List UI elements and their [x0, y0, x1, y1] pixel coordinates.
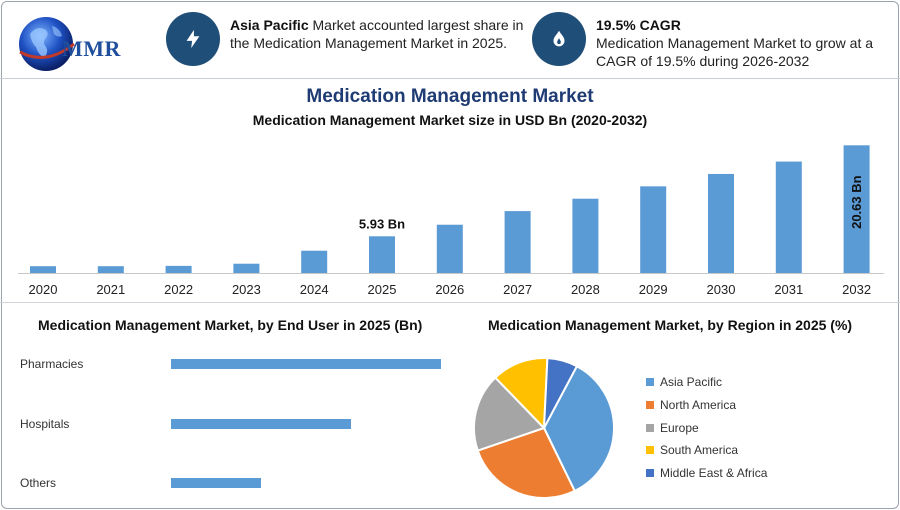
- hbar-pharmacies: [171, 359, 441, 369]
- bar-2031: [775, 161, 802, 273]
- x-tick-label: 2030: [707, 282, 736, 297]
- x-tick-label: 2029: [639, 282, 668, 297]
- logo-text: MMR: [62, 36, 121, 61]
- pie-slice-4: [543, 357, 579, 429]
- flame-drop-icon: [553, 30, 565, 47]
- bar-2027: [504, 211, 531, 273]
- hbar-hospitals: [171, 419, 351, 429]
- highlight-1-badge: [166, 12, 220, 66]
- bar-2021: [97, 266, 124, 273]
- legend-item: Middle East & Africa: [646, 462, 767, 485]
- pie-slice-2: [473, 376, 546, 452]
- legend-item: North America: [646, 394, 767, 417]
- mmr-logo-globe-icon: [19, 17, 75, 71]
- bar-2030: [708, 173, 734, 273]
- highlight-1-bold: Asia Pacific: [230, 17, 309, 33]
- data-label: 5.93 Bn: [359, 216, 405, 231]
- pie-slice-1: [476, 426, 577, 499]
- category-label: Hospitals: [20, 417, 69, 431]
- x-tick-label: 2022: [164, 282, 193, 297]
- end-user-chart-title: Medication Management Market, by End Use…: [38, 317, 423, 333]
- legend-label: Middle East & Africa: [660, 466, 768, 481]
- legend-swatch: [646, 469, 654, 478]
- hbar-others: [171, 478, 261, 488]
- section-divider: [0, 302, 900, 303]
- end-user-hbar-chart: Pharmacies Hospitals Others: [20, 357, 441, 490]
- x-tick-label: 2031: [774, 282, 803, 297]
- bar-2020: [30, 266, 56, 273]
- highlight-2-text: 19.5% CAGR Medication Management Market t…: [596, 16, 886, 70]
- region-pie-chart: [473, 357, 615, 499]
- legend-label: North America: [660, 398, 737, 413]
- legend-swatch: [646, 423, 654, 432]
- pie-slice-3: [493, 357, 549, 431]
- x-tick-label: 2023: [232, 282, 261, 297]
- category-label: Others: [20, 476, 56, 490]
- region-chart-title: Medication Management Market, by Region …: [488, 317, 853, 333]
- bar-2025: [369, 236, 395, 273]
- header-divider: [0, 78, 900, 79]
- chart-subtitle: Medication Management Market size in USD…: [252, 112, 648, 128]
- x-tick-label: 2024: [300, 282, 329, 297]
- bar-2029: [640, 186, 667, 273]
- bar-2032: [843, 145, 870, 273]
- highlight-2-badge: [532, 12, 586, 66]
- legend-item: Asia Pacific: [646, 371, 767, 394]
- highlight-1-body: Market accounted largest share in the Me…: [230, 17, 524, 51]
- data-label: 20.63 Bn: [849, 175, 864, 229]
- x-tick-label: 2028: [571, 282, 600, 297]
- highlight-1-text: Asia Pacific Market accounted largest sh…: [230, 16, 530, 52]
- legend-item: South America: [646, 439, 767, 462]
- category-label: Pharmacies: [20, 357, 83, 371]
- region-legend: Asia Pacific North America Europe South Ame…: [646, 371, 767, 484]
- lightning-bolt-icon: [186, 29, 200, 49]
- x-tick-label: 2026: [435, 282, 464, 297]
- highlight-2-bold: 19.5% CAGR: [596, 17, 681, 33]
- x-tick-label: 2025: [368, 282, 397, 297]
- bar-2023: [233, 263, 260, 273]
- bar-2022: [165, 265, 192, 273]
- highlight-2-body: Medication Management Market to grow at …: [596, 35, 874, 69]
- legend-label: Europe: [660, 420, 699, 435]
- x-tick-label: 2021: [96, 282, 125, 297]
- x-tick-label: 2027: [503, 282, 532, 297]
- legend-label: South America: [660, 443, 739, 458]
- x-tick-label: 2020: [29, 282, 58, 297]
- legend-swatch: [646, 378, 654, 387]
- x-tick-label: 2032: [842, 282, 871, 297]
- chart-main-title: Medication Management Market: [306, 86, 594, 107]
- bar-2024: [301, 250, 328, 273]
- legend-swatch: [646, 401, 654, 410]
- bar-2028: [572, 198, 599, 273]
- market-size-bar-chart: 2020 2021 2022 2023 2024 2025 2026 2027 2028 2029…: [18, 145, 884, 297]
- legend-label: Asia Pacific: [660, 375, 723, 390]
- legend-swatch: [646, 446, 654, 455]
- bar-2026: [436, 224, 463, 273]
- pie-slice-0: [542, 364, 615, 493]
- legend-item: Europe: [646, 416, 767, 439]
